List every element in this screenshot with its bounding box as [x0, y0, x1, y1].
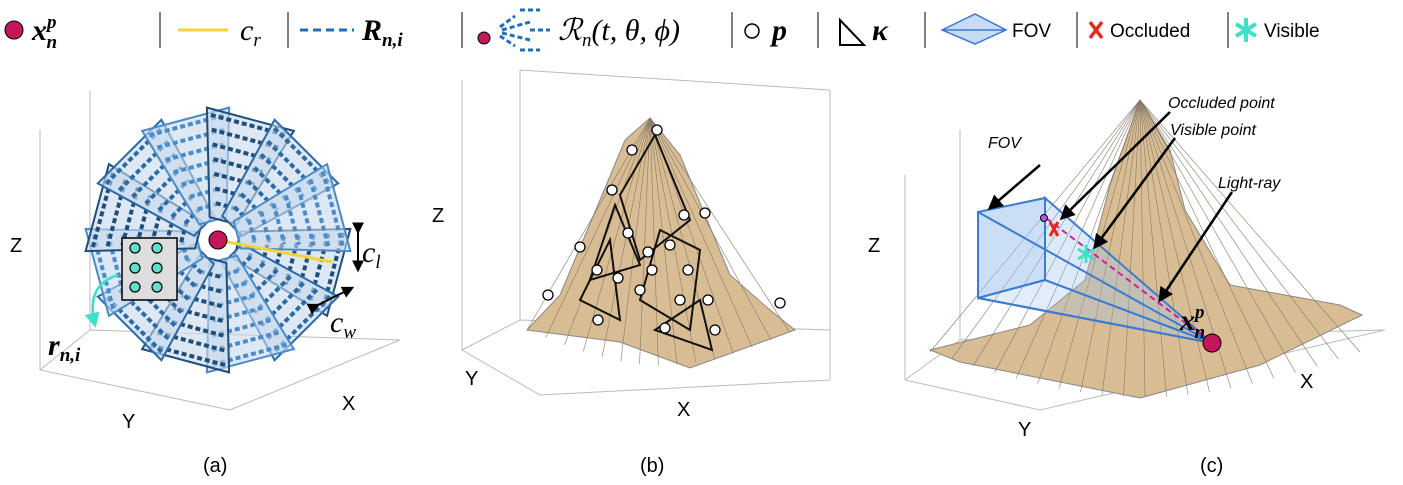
panel-label: (a) [203, 455, 227, 477]
axis-label: X [342, 393, 355, 415]
legend-label: Rn,i [361, 14, 403, 51]
legend-icon [1236, 18, 1256, 42]
legend-icon [478, 10, 550, 50]
legend-icon [745, 24, 759, 38]
figure: xpn cr Rn,i ℛn(t, θ, ϕ) p κ FOV Occluded… [0, 0, 1403, 485]
panel-a: cl cw rn,i Z Y X (a) [10, 90, 400, 477]
point [1041, 215, 1048, 222]
legend-label: p [769, 14, 787, 47]
legend-icon [840, 20, 864, 45]
legend-label: ℛn(t, θ, ϕ) [558, 14, 680, 51]
annotation: FOV [988, 135, 1022, 152]
axis-label: Y [122, 411, 135, 433]
axis-label: X [677, 399, 690, 421]
axis-label: Y [465, 368, 478, 390]
annotation: Visible point [1170, 122, 1257, 139]
axis-label: Z [868, 235, 880, 257]
annotation: cw [330, 306, 356, 343]
axis-label: X [1300, 371, 1313, 393]
legend-icon [1090, 22, 1102, 38]
legend-label: κ [872, 14, 889, 47]
annotation: rn,i [48, 329, 81, 366]
panel-label: (b) [640, 455, 664, 477]
legend-label: Visible [1264, 21, 1320, 42]
axis-label: Z [432, 205, 444, 227]
legend-label: cr [240, 14, 261, 51]
sensor [1203, 334, 1221, 352]
panel-label: (c) [1200, 455, 1223, 477]
panel-c: FOV Occluded point Visible point Light-r… [868, 95, 1385, 477]
legend-label: Occluded [1110, 21, 1190, 42]
panel-b: Z Y X (b) [432, 70, 830, 477]
legend-icon [5, 21, 23, 39]
annotation: Occluded point [1168, 95, 1275, 112]
legend-icon [942, 14, 1006, 44]
annotation: cl [362, 236, 381, 273]
sensor [209, 231, 227, 249]
annotation: Light-ray [1218, 175, 1281, 192]
axis-label: Z [10, 235, 22, 257]
legend-label: FOV [1012, 21, 1051, 42]
axis-label: Y [1018, 419, 1031, 441]
